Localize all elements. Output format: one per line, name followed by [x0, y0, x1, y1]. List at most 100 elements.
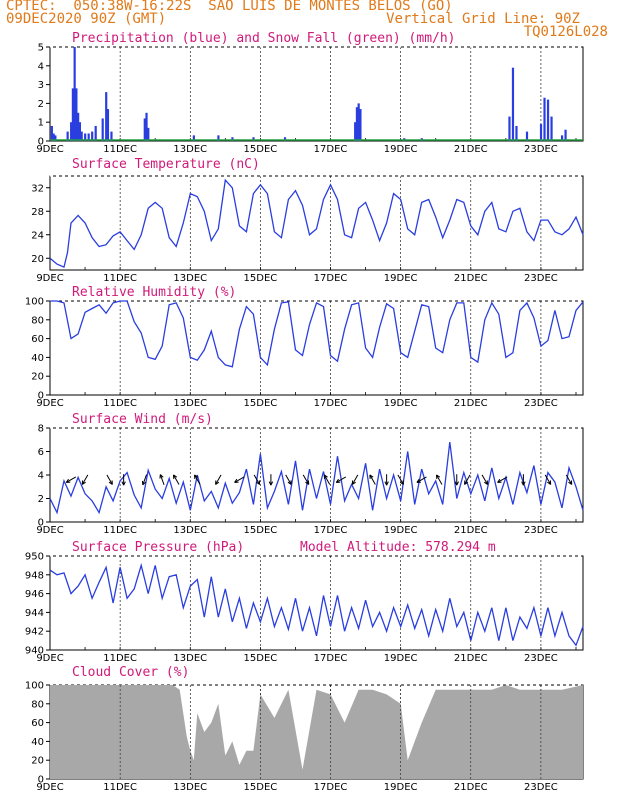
y-tick-label: 24 — [31, 230, 44, 241]
y-tick-label: 32 — [31, 183, 44, 194]
precip-bar — [75, 88, 78, 141]
x-tick-label: 9DEC — [36, 525, 63, 536]
x-tick-label: 13DEC — [173, 525, 207, 536]
x-tick-label: 11DEC — [103, 273, 137, 284]
x-tick-label: 15DEC — [244, 398, 278, 409]
cloud-area — [50, 685, 583, 779]
wind-arrow-shaft — [416, 476, 427, 483]
wind-arrow-shaft — [565, 474, 573, 485]
x-tick-label: 15DEC — [244, 525, 278, 536]
precip-bar — [110, 131, 113, 141]
x-tick-label: 23DEC — [524, 144, 558, 155]
y-tick-label: 0 — [38, 391, 44, 402]
wind-arrow — [351, 474, 359, 485]
wind-arrow — [435, 474, 443, 485]
x-tick-label: 15DEC — [244, 273, 278, 284]
wind-arrow — [497, 476, 508, 483]
y-tick-label: 1 — [38, 118, 44, 129]
header-station-line: CPTEC: 050:38W-16:22S SAO LUIS DE MONTES… — [6, 0, 453, 14]
precip-bar — [355, 107, 359, 141]
y-tick-label: 28 — [31, 207, 44, 218]
x-tick-label: 19DEC — [384, 782, 418, 793]
panel-cloud — [46, 684, 584, 780]
precip-bar — [145, 112, 148, 141]
panel-precip — [46, 46, 584, 142]
y-tick-label: 0 — [38, 137, 44, 148]
wind-arrow — [369, 474, 376, 485]
precip-bar — [71, 88, 74, 141]
press-line — [49, 562, 584, 647]
wind-arrow-head — [351, 480, 356, 485]
x-tick-label: 19DEC — [384, 653, 418, 664]
panel-frame — [49, 300, 584, 396]
wind-arrow-head — [416, 478, 421, 483]
x-tick-label: 17DEC — [314, 273, 348, 284]
wind-arrow — [106, 474, 113, 485]
wind-arrow-shaft — [285, 474, 292, 485]
wind-arrow-shaft — [336, 476, 347, 483]
y-tick-label: 940 — [25, 646, 44, 657]
precip-bar — [101, 118, 104, 141]
x-tick-label: 9DEC — [36, 144, 63, 155]
wind-arrow — [521, 474, 526, 486]
wind-arrow-head — [454, 481, 459, 486]
y-tick-label: 80 — [31, 699, 44, 710]
precip-bar — [539, 124, 543, 141]
x-tick-label: 19DEC — [384, 398, 418, 409]
x-tick-label: 9DEC — [36, 273, 63, 284]
wind-arrow — [384, 474, 389, 486]
panel-title: Relative Humidity (%) — [72, 285, 236, 300]
x-tick-label: 23DEC — [524, 782, 558, 793]
x-tick-label: 13DEC — [173, 144, 207, 155]
y-tick-label: 100 — [25, 681, 44, 692]
wind-arrow-shaft — [106, 474, 113, 485]
precip-bar — [354, 122, 357, 141]
precip-bar — [192, 135, 195, 141]
wind-arrow-shaft — [302, 474, 310, 485]
wind-arrow-head — [234, 478, 239, 483]
x-tick-label: 11DEC — [103, 144, 137, 155]
precip-bar — [359, 109, 362, 141]
x-tick-label: 9DEC — [36, 398, 63, 409]
x-tick-label: 13DEC — [173, 653, 207, 664]
precip-bar — [143, 118, 146, 141]
wind-arrow-shaft — [436, 474, 443, 485]
wind-arrow-head — [483, 480, 489, 485]
wind-arrow-head — [256, 480, 261, 485]
header-model-id: TQ0126L028 — [523, 24, 608, 40]
wind-arrow — [194, 474, 201, 485]
wind-arrow — [81, 474, 89, 485]
precip-bar — [66, 131, 69, 141]
panel-wind — [46, 427, 584, 523]
precip-bar — [73, 47, 76, 141]
wind-arrow-shaft — [159, 474, 165, 486]
wind-arrow — [397, 474, 404, 485]
panel-press — [46, 555, 584, 651]
x-tick-label: 23DEC — [524, 398, 558, 409]
precip-bar — [543, 97, 546, 141]
wind-arrow — [234, 476, 245, 483]
x-tick-label: 19DEC — [384, 525, 418, 536]
wind-arrow — [121, 474, 126, 486]
wind-arrow-shaft — [481, 474, 488, 485]
x-tick-label: 15DEC — [244, 653, 278, 664]
wind-arrow — [141, 474, 148, 486]
y-tick-label: 40 — [31, 353, 44, 364]
header-run-date: 09DEC2020 90Z (GMT) — [6, 11, 167, 27]
y-tick-label: 60 — [31, 334, 44, 345]
wind-arrow — [335, 476, 347, 483]
wind-arrow-shaft — [81, 474, 89, 485]
wind-arrow — [323, 474, 331, 485]
precip-bar — [231, 137, 234, 141]
precip-bar — [217, 135, 220, 141]
precip-bar — [91, 131, 94, 141]
precip-bar — [87, 133, 90, 141]
wind-arrow-shaft — [544, 474, 552, 485]
wind-arrow-head — [384, 481, 389, 486]
wind-arrow-head — [399, 480, 404, 485]
panel-title: Precipitation (blue) and Snow Fall (gree… — [72, 31, 456, 46]
precip-bar — [105, 92, 108, 141]
x-tick-label: 11DEC — [103, 782, 137, 793]
rh-line — [50, 300, 584, 368]
precip-bar — [252, 137, 255, 141]
